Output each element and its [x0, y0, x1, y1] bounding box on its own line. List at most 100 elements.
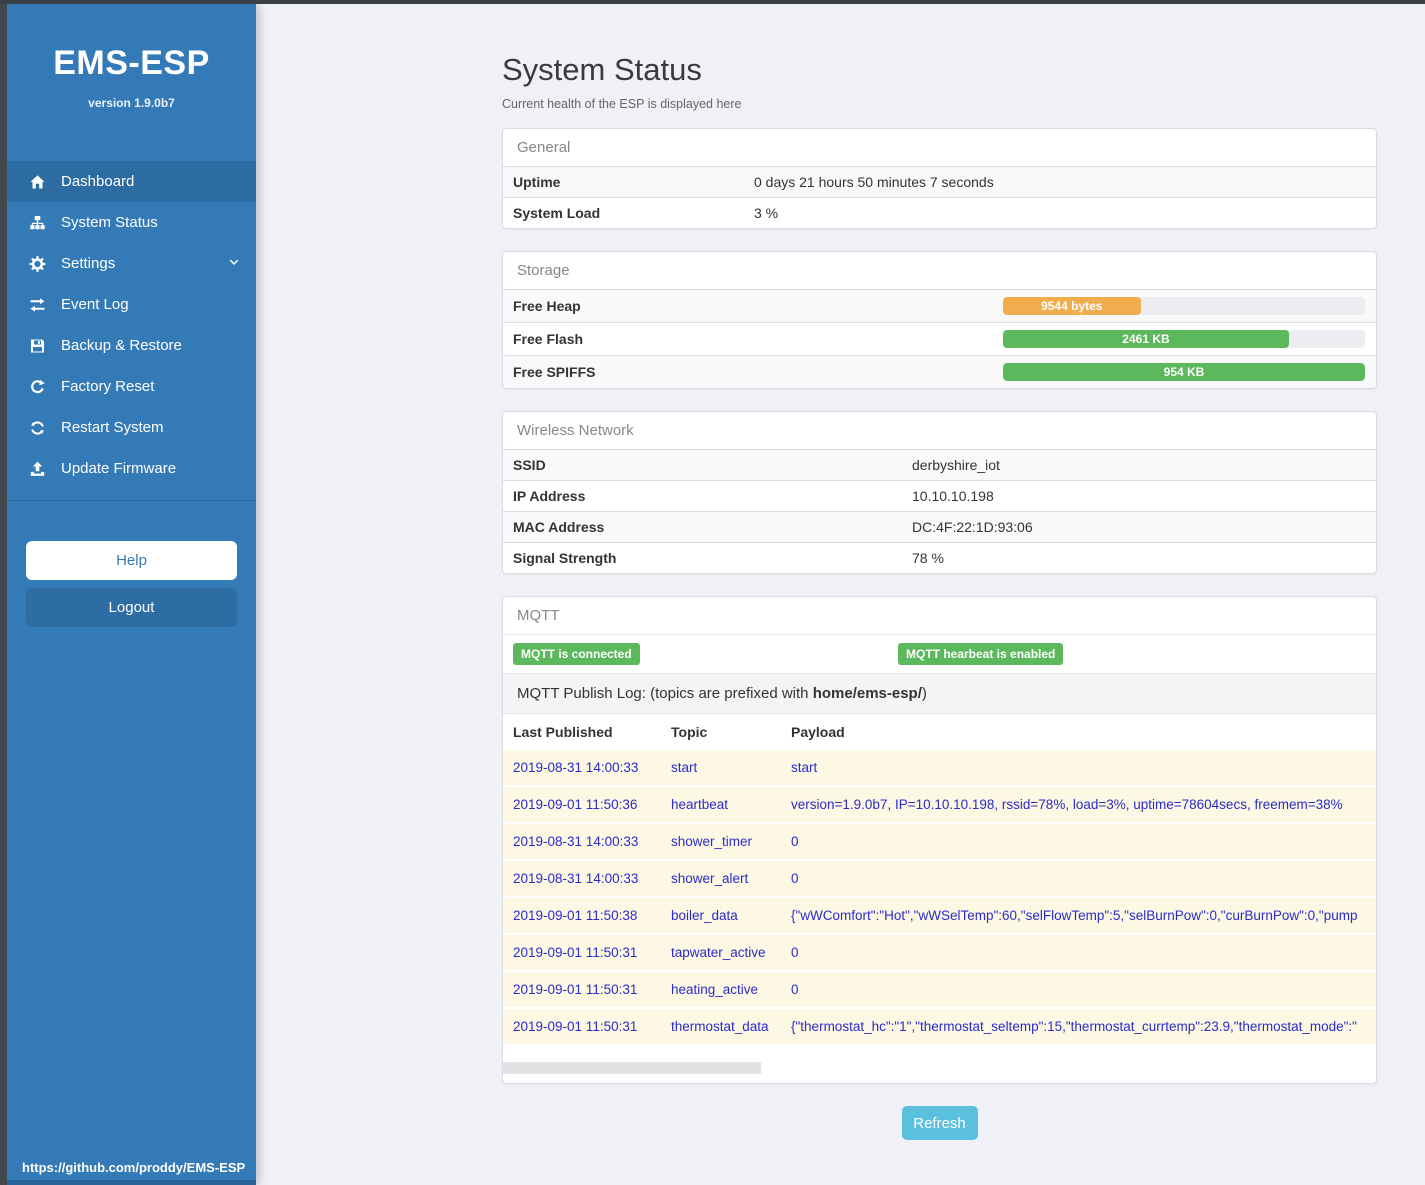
wireless-row-ssid: SSID derbyshire_iot	[503, 449, 1376, 480]
sidebar-item-label: Restart System	[61, 419, 164, 436]
log-time: 2019-09-01 11:50:31	[513, 1019, 638, 1034]
horizontal-scrollbar[interactable]	[503, 1062, 1376, 1074]
column-header-topic: Topic	[671, 724, 708, 740]
table-row: 2019-09-01 11:50:38 boiler_data {"wWComf…	[503, 898, 1376, 935]
log-topic: shower_alert	[671, 871, 749, 886]
sidebar-item-backup-restore[interactable]: Backup & Restore	[7, 325, 256, 366]
table-row: 2019-09-01 11:50:31 tapwater_active 0	[503, 935, 1376, 972]
row-value: 3 %	[754, 205, 779, 221]
table-row: 2019-09-01 11:50:36 heartbeat version=1.…	[503, 787, 1376, 824]
app-title: EMS-ESP	[53, 44, 210, 82]
storage-row-free-heap: Free Heap 9544 bytes	[503, 289, 1376, 322]
panel-general: General Uptime 0 days 21 hours 50 minute…	[502, 128, 1377, 229]
sync-arrows-icon	[28, 420, 46, 436]
panel-mqtt-title: MQTT	[517, 607, 560, 624]
sidebar-item-settings[interactable]: Settings	[7, 243, 256, 284]
help-button[interactable]: Help	[26, 541, 237, 580]
log-bottom-space	[503, 1046, 1376, 1062]
horizontal-scrollbar-thumb[interactable]	[503, 1062, 761, 1074]
main-content: System Status Current health of the ESP …	[256, 4, 1425, 1185]
panel-general-title: General	[517, 139, 571, 156]
sidebar-item-dashboard[interactable]: Dashboard	[7, 161, 256, 202]
wireless-row-signal: Signal Strength 78 %	[503, 542, 1376, 573]
row-label: Signal Strength	[513, 550, 617, 566]
log-topic: boiler_data	[671, 908, 738, 923]
mqtt-topic-prefix: home/ems-esp/	[812, 685, 922, 702]
page-subtitle: Current health of the ESP is displayed h…	[502, 97, 742, 111]
sidebar-item-label: Update Firmware	[61, 460, 177, 477]
log-payload: 0	[791, 834, 799, 849]
mqtt-badges-row: MQTT is connected MQTT hearbeat is enabl…	[503, 634, 1376, 673]
refresh-button[interactable]: Refresh	[901, 1106, 978, 1140]
free-heap-progress-bar: 9544 bytes	[1003, 297, 1141, 315]
row-label: MAC Address	[513, 519, 605, 535]
save-icon	[28, 338, 46, 354]
home-icon	[28, 174, 46, 190]
chevron-down-icon	[228, 256, 240, 268]
progress-track: 954 KB	[1003, 363, 1365, 381]
row-label: Free Flash	[513, 331, 584, 347]
sitemap-icon	[28, 215, 46, 231]
github-link[interactable]: https://github.com/proddy/EMS-ESP	[22, 1160, 246, 1175]
log-topic: thermostat_data	[671, 1019, 769, 1034]
sidebar: EMS-ESP version 1.9.0b7 Dashboard System…	[7, 4, 256, 1185]
log-time: 2019-09-01 11:50:38	[513, 908, 638, 923]
log-payload: version=1.9.0b7, IP=10.10.10.198, rssid=…	[791, 797, 1343, 812]
sidebar-item-update-firmware[interactable]: Update Firmware	[7, 448, 256, 489]
progress-track: 9544 bytes	[1003, 297, 1365, 315]
sidebar-item-label: Factory Reset	[61, 378, 155, 395]
sidebar-item-label: Backup & Restore	[61, 337, 182, 354]
sidebar-item-restart-system[interactable]: Restart System	[7, 407, 256, 448]
column-header-payload: Payload	[791, 724, 845, 740]
log-topic: heating_active	[671, 982, 759, 997]
page-title: System Status	[502, 52, 702, 87]
table-row: 2019-08-31 14:00:33 start start	[503, 750, 1376, 787]
free-flash-progress-bar: 2461 KB	[1003, 330, 1289, 348]
log-topic: tapwater_active	[671, 945, 766, 960]
table-row: 2019-08-31 14:00:33 shower_alert 0	[503, 861, 1376, 898]
sidebar-item-system-status[interactable]: System Status	[7, 202, 256, 243]
log-time: 2019-08-31 14:00:33	[513, 760, 639, 775]
sidebar-divider	[7, 500, 256, 501]
wireless-row-ip: IP Address 10.10.10.198	[503, 480, 1376, 511]
window-left-edge	[0, 0, 7, 1185]
window-top-edge	[0, 0, 1425, 4]
general-row-uptime: Uptime 0 days 21 hours 50 minutes 7 seco…	[503, 166, 1376, 197]
log-time: 2019-09-01 11:50:31	[513, 945, 638, 960]
log-payload: {"thermostat_hc":"1","thermostat_seltemp…	[791, 1019, 1357, 1034]
sidebar-item-label: Settings	[61, 255, 116, 272]
storage-row-free-spiffs: Free SPIFFS 954 KB	[503, 355, 1376, 388]
app-version: version 1.9.0b7	[88, 96, 175, 110]
row-value: DC:4F:22:1D:93:06	[912, 519, 1033, 535]
log-payload: 0	[791, 871, 799, 886]
row-label: IP Address	[513, 488, 586, 504]
row-label: SSID	[513, 457, 546, 473]
mqtt-heartbeat-badge: MQTT hearbeat is enabled	[898, 643, 1064, 665]
table-row: 2019-08-31 14:00:33 shower_timer 0	[503, 824, 1376, 861]
row-value: 0 days 21 hours 50 minutes 7 seconds	[754, 174, 994, 190]
mqtt-publish-log-heading: MQTT Publish Log: (topics are prefixed w…	[503, 673, 1376, 714]
log-time: 2019-08-31 14:00:33	[513, 871, 639, 886]
sidebar-item-factory-reset[interactable]: Factory Reset	[7, 366, 256, 407]
row-value: 78 %	[912, 550, 944, 566]
mqtt-log-table-header: Last Published Topic Payload	[503, 714, 1376, 750]
sidebar-item-event-log[interactable]: Event Log	[7, 284, 256, 325]
free-spiffs-progress-bar: 954 KB	[1003, 363, 1365, 381]
row-label: Free Heap	[513, 298, 581, 314]
row-label: Free SPIFFS	[513, 364, 596, 380]
log-time: 2019-09-01 11:50:31	[513, 982, 638, 997]
log-payload: 0	[791, 982, 799, 997]
log-payload: start	[791, 760, 818, 775]
logout-button[interactable]: Logout	[26, 588, 237, 627]
row-label: System Load	[513, 205, 601, 221]
sidebar-menu: Dashboard System Status	[7, 161, 256, 489]
table-row: 2019-09-01 11:50:31 heating_active 0	[503, 972, 1376, 1009]
sidebar-bottom-strip	[7, 1180, 256, 1185]
column-header-last-published: Last Published	[513, 724, 613, 740]
progress-track: 2461 KB	[1003, 330, 1365, 348]
row-label: Uptime	[513, 174, 561, 190]
repeat-arrow-icon	[28, 379, 46, 395]
panel-wireless-network: Wireless Network SSID derbyshire_iot IP …	[502, 411, 1377, 574]
panel-mqtt: MQTT MQTT is connected MQTT hearbeat is …	[502, 596, 1377, 1084]
log-time: 2019-08-31 14:00:33	[513, 834, 639, 849]
